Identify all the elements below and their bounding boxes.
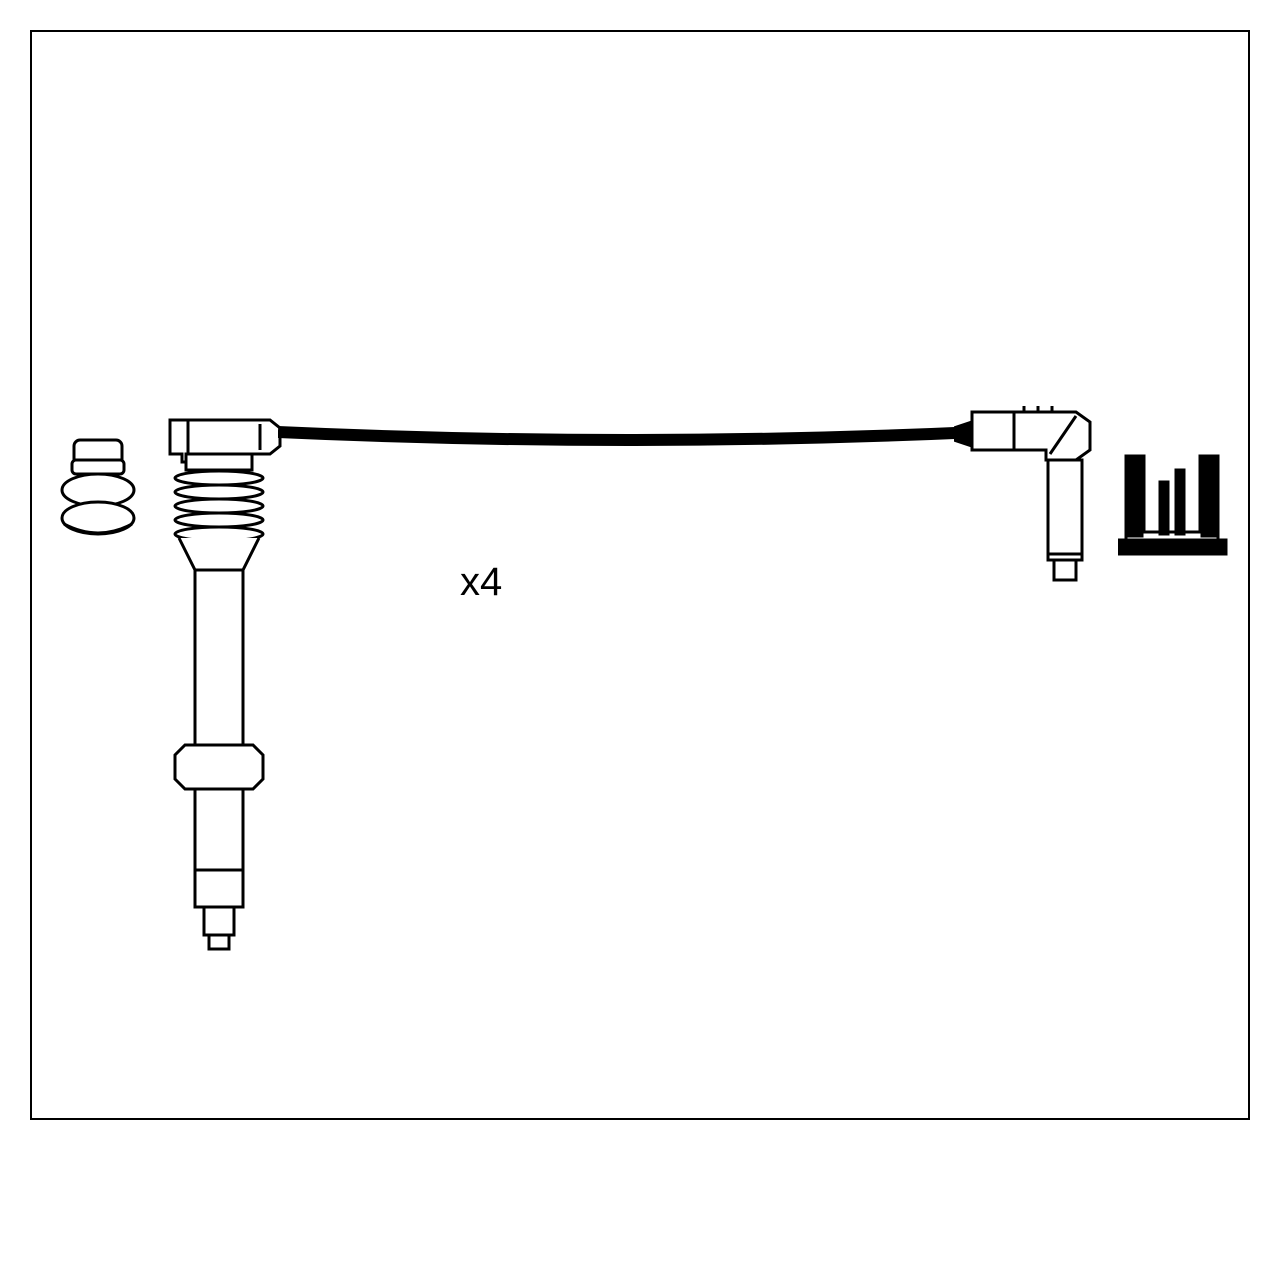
ignition-cable-icon — [278, 418, 978, 458]
mounting-clip-icon — [1118, 452, 1228, 562]
quantity-label: x4 — [460, 560, 502, 605]
coil-connector-icon — [954, 404, 1104, 594]
diagram-canvas: x4 — [0, 0, 1280, 1280]
spark-plug-boot-icon — [160, 410, 310, 970]
rubber-grommet-icon — [58, 438, 138, 548]
